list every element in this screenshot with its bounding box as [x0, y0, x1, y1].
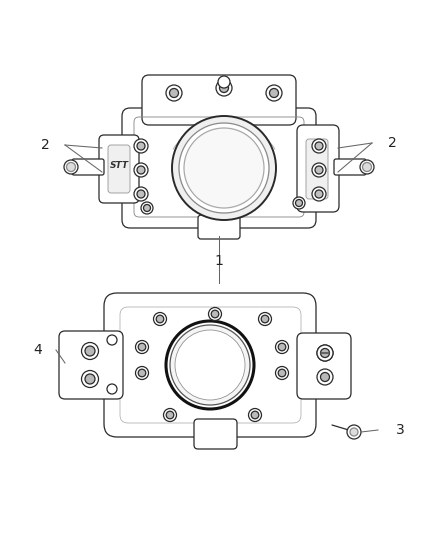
Circle shape	[179, 123, 269, 213]
Text: 2: 2	[41, 138, 49, 152]
Circle shape	[315, 190, 323, 198]
Circle shape	[276, 367, 289, 379]
Text: 2: 2	[388, 136, 396, 150]
FancyBboxPatch shape	[194, 419, 237, 449]
Circle shape	[269, 88, 279, 98]
Circle shape	[81, 370, 99, 387]
Circle shape	[138, 343, 146, 351]
Circle shape	[312, 139, 326, 153]
Circle shape	[153, 312, 166, 326]
FancyBboxPatch shape	[142, 75, 296, 125]
Circle shape	[137, 142, 145, 150]
Circle shape	[135, 367, 148, 379]
FancyBboxPatch shape	[122, 108, 316, 228]
Circle shape	[137, 190, 145, 198]
Circle shape	[166, 85, 182, 101]
Text: STT: STT	[110, 161, 128, 171]
FancyBboxPatch shape	[334, 159, 366, 175]
Circle shape	[219, 84, 229, 93]
Circle shape	[278, 343, 286, 351]
Circle shape	[315, 142, 323, 150]
Circle shape	[134, 187, 148, 201]
Circle shape	[64, 160, 78, 174]
Circle shape	[107, 384, 117, 394]
Circle shape	[278, 369, 286, 377]
Circle shape	[276, 341, 289, 353]
Circle shape	[134, 163, 148, 177]
Circle shape	[172, 116, 276, 220]
FancyBboxPatch shape	[59, 331, 123, 399]
Circle shape	[360, 160, 374, 174]
Circle shape	[163, 408, 177, 422]
FancyBboxPatch shape	[72, 159, 104, 175]
Circle shape	[134, 139, 148, 153]
Circle shape	[170, 325, 250, 405]
Circle shape	[135, 341, 148, 353]
Circle shape	[211, 310, 219, 318]
Circle shape	[321, 349, 329, 358]
FancyBboxPatch shape	[99, 135, 139, 203]
Circle shape	[170, 88, 179, 98]
Circle shape	[251, 411, 259, 419]
FancyBboxPatch shape	[104, 293, 316, 437]
Circle shape	[107, 335, 117, 345]
Circle shape	[312, 187, 326, 201]
Circle shape	[317, 345, 333, 361]
Text: 1: 1	[215, 254, 223, 268]
Circle shape	[138, 369, 146, 377]
FancyBboxPatch shape	[108, 145, 130, 193]
FancyBboxPatch shape	[297, 333, 351, 399]
FancyBboxPatch shape	[297, 125, 339, 212]
Circle shape	[184, 128, 264, 208]
Circle shape	[156, 315, 164, 323]
Circle shape	[141, 202, 153, 214]
Circle shape	[175, 330, 245, 400]
Circle shape	[248, 408, 261, 422]
Circle shape	[144, 205, 151, 212]
Text: 3: 3	[396, 423, 404, 437]
Circle shape	[321, 373, 329, 382]
Circle shape	[137, 166, 145, 174]
Circle shape	[208, 308, 222, 320]
Circle shape	[261, 315, 269, 323]
FancyBboxPatch shape	[198, 215, 240, 239]
Circle shape	[85, 374, 95, 384]
Circle shape	[258, 312, 272, 326]
Circle shape	[315, 166, 323, 174]
Circle shape	[317, 345, 333, 361]
Circle shape	[317, 369, 333, 385]
Circle shape	[85, 346, 95, 356]
Circle shape	[347, 425, 361, 439]
Circle shape	[81, 343, 99, 359]
Circle shape	[166, 411, 174, 419]
Circle shape	[350, 428, 358, 436]
Circle shape	[266, 85, 282, 101]
FancyBboxPatch shape	[306, 139, 328, 199]
Circle shape	[312, 163, 326, 177]
Circle shape	[218, 76, 230, 88]
Circle shape	[216, 80, 232, 96]
Circle shape	[363, 163, 371, 172]
Text: 4: 4	[34, 343, 42, 357]
Circle shape	[296, 199, 303, 206]
Circle shape	[166, 321, 254, 409]
Circle shape	[293, 197, 305, 209]
Circle shape	[67, 163, 75, 172]
